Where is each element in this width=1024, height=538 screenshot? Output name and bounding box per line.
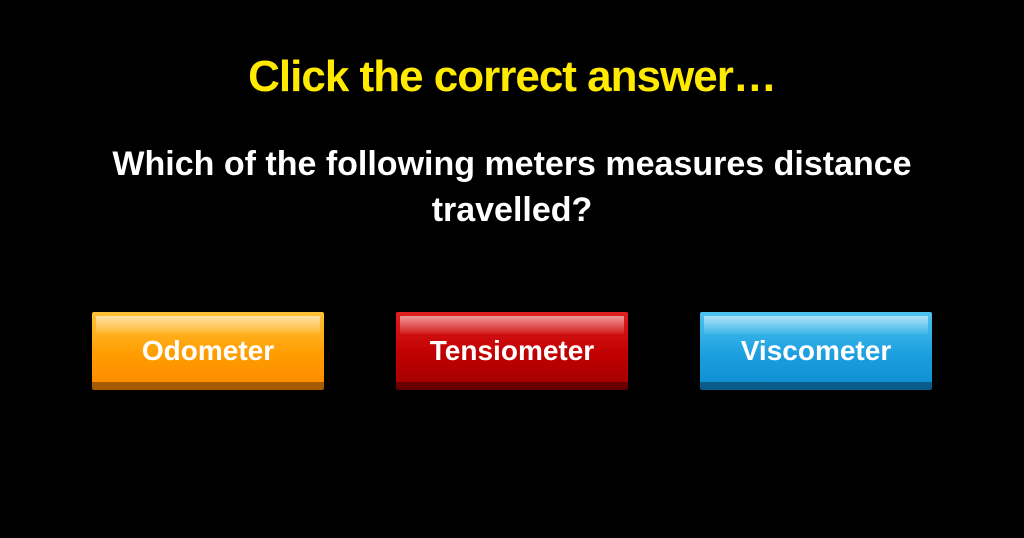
answer-viscometer[interactable]: Viscometer: [700, 312, 932, 390]
answer-odometer[interactable]: Odometer: [92, 312, 324, 390]
answers-row: Odometer Tensiometer Viscometer: [0, 312, 1024, 390]
question-text: Which of the following meters measures d…: [112, 142, 912, 234]
answer-label: Odometer: [142, 335, 274, 367]
answer-label: Viscometer: [741, 335, 891, 367]
instruction-text: Click the correct answer…: [248, 52, 776, 102]
answer-tensiometer[interactable]: Tensiometer: [396, 312, 628, 390]
answer-label: Tensiometer: [430, 335, 594, 367]
